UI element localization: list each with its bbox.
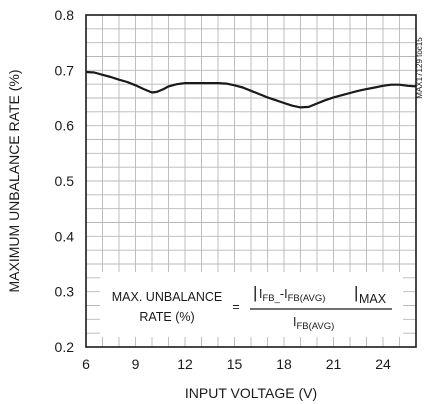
formula-lhs-line1: MAX. UNBALANCE	[112, 290, 222, 304]
plot-frame	[85, 14, 417, 348]
y-tick-label: 0.3	[55, 284, 75, 300]
x-tick-label: 15	[227, 356, 243, 372]
x-tick-label: 18	[276, 356, 292, 372]
formula-num-a-sub: FB_	[262, 293, 280, 304]
formula-numerator-a: IFB_-IFB(AVG)	[259, 287, 325, 304]
formula-den-sub: FB(AVG)	[296, 321, 334, 332]
y-tick-label: 0.5	[55, 173, 75, 189]
y-tick-label: 0.7	[55, 62, 75, 78]
x-tick-label: 9	[132, 356, 140, 372]
formula-num-a-letter: I	[259, 287, 262, 301]
x-tick-labels: 6 9 12 15 18 21 24	[82, 356, 391, 372]
formula-equals: =	[232, 300, 239, 314]
formula-denominator: IFB(AVG)	[293, 315, 334, 332]
x-axis-label: INPUT VOLTAGE (V)	[185, 385, 317, 401]
y-tick-label: 0.4	[55, 228, 75, 244]
formula-abs-close: |	[354, 283, 358, 302]
y-tick-labels: 0.2 0.3 0.4 0.5 0.6 0.7 0.8	[55, 7, 75, 355]
x-tick-label: 12	[177, 356, 193, 372]
formula-max: MAX	[359, 292, 387, 306]
unbalance-formula: MAX. UNBALANCE RATE (%) = | IFB_-IFB(AVG…	[100, 272, 403, 337]
y-tick-label: 0.6	[55, 118, 75, 134]
unbalance-rate-line	[85, 70, 417, 109]
formula-lhs-line2: RATE (%)	[139, 310, 194, 324]
formula-num-b-sub: FB(AVG)	[288, 293, 326, 304]
formula-den-letter: I	[293, 315, 296, 329]
x-tick-label: 24	[375, 356, 391, 372]
formula-background	[100, 272, 403, 337]
y-axis-label: MAXIMUM UNBALANCE RATE (%)	[6, 70, 22, 293]
formula-num-dash: -I	[280, 287, 288, 301]
x-tick-label: 6	[82, 356, 90, 372]
y-tick-label: 0.2	[55, 339, 75, 355]
formula-abs-open: |	[253, 283, 257, 302]
figure-id-tag: MAX17129 toc15	[415, 37, 424, 99]
x-tick-label: 21	[326, 356, 342, 372]
y-tick-label: 0.8	[55, 7, 75, 23]
